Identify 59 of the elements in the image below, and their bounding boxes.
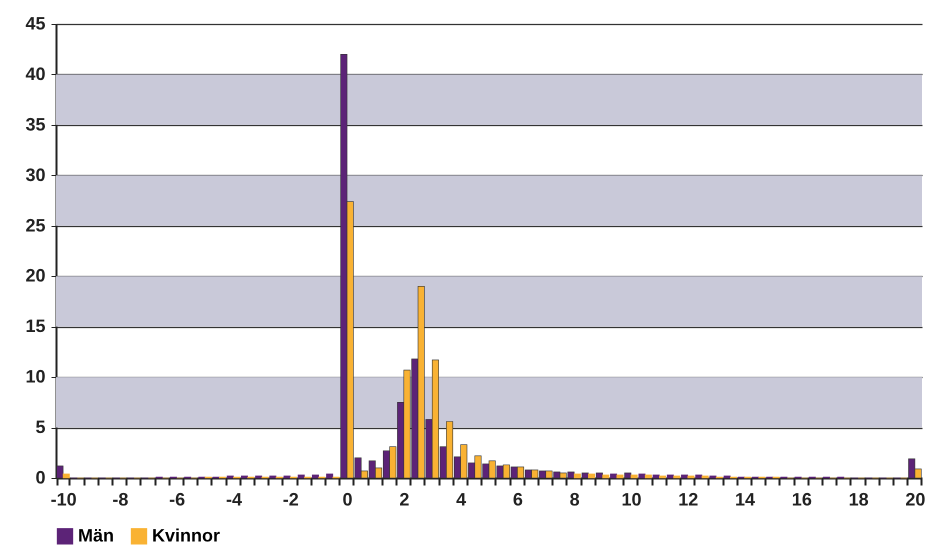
bar (269, 476, 276, 478)
y-tick-label: 25 (25, 215, 46, 236)
x-tick-label: 6 (512, 490, 523, 510)
bar (582, 472, 589, 478)
x-tick-label: 12 (678, 490, 698, 510)
bar (638, 474, 646, 478)
bar (644, 474, 652, 478)
legend-label: Kvinnor (152, 525, 220, 546)
bar (312, 474, 319, 478)
x-tick-label: 16 (792, 490, 812, 510)
y-tick-label: 20 (25, 266, 46, 286)
bar (574, 474, 581, 478)
bar (673, 476, 680, 478)
y-tick-label: 35 (25, 114, 46, 134)
bar (709, 476, 716, 478)
y-tick-label: 0 (35, 468, 46, 488)
x-tick-label: 2 (399, 490, 410, 510)
bar (666, 474, 674, 478)
bar (298, 474, 305, 478)
x-tick-label: 20 (905, 490, 926, 510)
bar (240, 476, 248, 478)
x-tick-label: 0 (342, 490, 353, 510)
bar (226, 476, 234, 478)
bar (588, 474, 596, 478)
bar (610, 474, 618, 478)
bar (724, 476, 731, 478)
y-tick-label: 30 (25, 164, 46, 185)
x-tick-label: -6 (169, 490, 186, 510)
y-tick-label: 5 (35, 417, 46, 438)
bar (630, 474, 638, 478)
x-tick-label: 4 (456, 490, 466, 510)
x-tick-label: 8 (570, 490, 580, 510)
bar (624, 472, 632, 478)
y-tick-label: 15 (25, 316, 46, 336)
bar (56, 466, 64, 478)
y-tick-label: 10 (25, 366, 46, 387)
bar (681, 474, 688, 478)
bar (602, 474, 610, 478)
bar (326, 474, 334, 478)
x-tick-label: 10 (621, 490, 642, 510)
bar (62, 474, 70, 478)
bar (652, 474, 660, 478)
x-tick-label: 18 (848, 490, 869, 510)
x-tick-label: -4 (226, 490, 242, 510)
x-tick-label: 14 (735, 490, 756, 510)
bar (687, 476, 694, 478)
y-tick-label: 40 (25, 64, 46, 84)
bar (255, 476, 262, 478)
bar (284, 476, 291, 478)
x-tick-label: -10 (50, 490, 77, 510)
x-tick-label: -2 (282, 490, 299, 510)
bar (695, 474, 702, 478)
bar (596, 472, 603, 478)
legend-label: Män (78, 525, 114, 546)
bar (702, 476, 709, 478)
bar (616, 474, 624, 478)
y-tick-label: 45 (25, 14, 46, 34)
bar (659, 476, 666, 478)
x-tick-label: -8 (112, 490, 128, 510)
